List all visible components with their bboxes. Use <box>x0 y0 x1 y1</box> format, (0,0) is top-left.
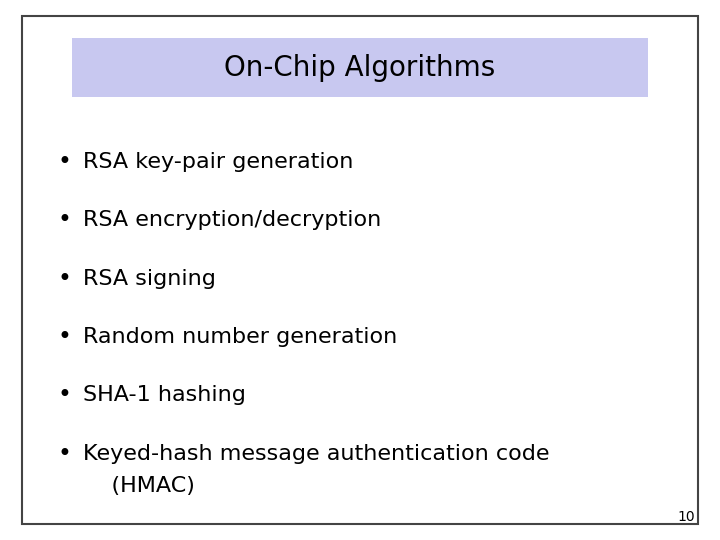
Text: RSA signing: RSA signing <box>83 268 216 289</box>
Text: RSA encryption/decryption: RSA encryption/decryption <box>83 210 381 231</box>
Text: Random number generation: Random number generation <box>83 327 397 347</box>
Text: On-Chip Algorithms: On-Chip Algorithms <box>225 53 495 82</box>
Text: •: • <box>58 208 72 232</box>
Text: •: • <box>58 442 72 465</box>
FancyBboxPatch shape <box>22 16 698 524</box>
Text: SHA-1 hashing: SHA-1 hashing <box>83 385 246 406</box>
Text: •: • <box>58 150 72 174</box>
Text: •: • <box>58 267 72 291</box>
Text: •: • <box>58 325 72 349</box>
Text: •: • <box>58 383 72 407</box>
FancyBboxPatch shape <box>72 38 648 97</box>
Text: Keyed-hash message authentication code: Keyed-hash message authentication code <box>83 443 549 464</box>
Text: (HMAC): (HMAC) <box>83 476 194 496</box>
Text: 10: 10 <box>678 510 695 524</box>
Text: RSA key-pair generation: RSA key-pair generation <box>83 152 354 172</box>
